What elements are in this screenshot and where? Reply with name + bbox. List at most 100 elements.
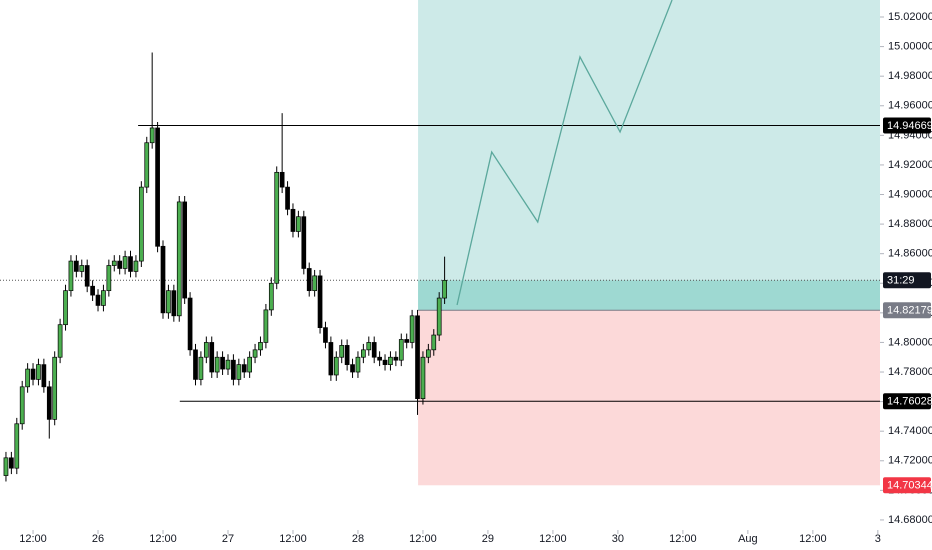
candle-body [95, 294, 101, 306]
candle-body [344, 345, 350, 365]
x-tick-label: 27 [222, 533, 234, 545]
candle-body [3, 457, 9, 476]
candle-body [46, 386, 52, 420]
candle-body [106, 265, 112, 292]
y-tick-label: 14.74000 [888, 425, 932, 437]
candle-body [317, 275, 323, 328]
candle-body [193, 349, 198, 380]
candle-body [19, 386, 25, 425]
candle-body [84, 265, 90, 287]
candle-body [176, 201, 182, 317]
candle-body [225, 359, 231, 370]
y-tick-label: 14.86000 [888, 248, 932, 260]
candle-body [409, 315, 415, 343]
candle-body [236, 364, 242, 380]
candle-body [393, 356, 399, 361]
candle-body [263, 309, 269, 343]
candle-body [388, 356, 393, 365]
candle-body [371, 342, 377, 358]
profit-zone [418, 0, 880, 311]
y-tick-label: 14.90000 [888, 188, 932, 200]
candle-body [290, 208, 296, 232]
candle-body [366, 342, 372, 351]
price-label: 14.76028 [887, 396, 932, 408]
candle-body [323, 327, 328, 343]
candle-body [231, 359, 236, 380]
y-tick-label: 14.68000 [888, 514, 932, 526]
y-tick-label: 15.02000 [888, 11, 932, 23]
x-tick-label: 12:00 [279, 533, 307, 545]
candle-body [274, 171, 280, 284]
candle-body [122, 256, 128, 269]
candle-body [350, 364, 355, 373]
x-tick-label: 30 [612, 533, 624, 545]
x-tick-label: Aug [738, 533, 758, 545]
candle-body [187, 297, 193, 351]
candle-body [166, 290, 171, 314]
candle-body [128, 256, 133, 272]
candle-body [171, 290, 177, 317]
x-tick-label: 12:00 [799, 533, 827, 545]
candle-body [68, 260, 74, 292]
candle-body [74, 260, 79, 272]
price-label: 31:29 [887, 275, 915, 287]
x-tick-label: 12:00 [149, 533, 177, 545]
candle-body [361, 349, 366, 358]
candle-body [258, 342, 263, 351]
axes: 14.6800014.7000014.7200014.7400014.76000… [19, 11, 932, 545]
candle-body [339, 345, 345, 358]
price-label: 14.82179 [887, 305, 932, 317]
candle-body [149, 127, 155, 144]
price-label-box [883, 477, 931, 494]
y-tick-label: 14.92000 [888, 159, 932, 171]
x-tick-label: 29 [482, 533, 494, 545]
candle-body [133, 260, 139, 272]
x-tick-label: 12:00 [539, 533, 567, 545]
candle-body [279, 171, 285, 188]
candle-body [117, 260, 123, 269]
candle-body [30, 368, 36, 380]
y-tick-label: 14.88000 [888, 218, 932, 230]
candle-body [14, 423, 20, 469]
candle-body [90, 285, 95, 296]
candle-body [25, 368, 30, 388]
y-tick-label: 14.72000 [888, 455, 932, 467]
candle-body [138, 186, 144, 262]
candle-body [52, 356, 58, 420]
candle-body [63, 290, 68, 326]
x-tick-label: 12:00 [19, 533, 47, 545]
candle-body [198, 356, 204, 380]
candle-body [268, 282, 274, 311]
candle-body [79, 265, 85, 272]
candle-body [420, 356, 426, 399]
x-tick-label: 28 [352, 533, 364, 545]
candle-body [155, 127, 160, 247]
price-label: 14.94669 [887, 120, 932, 132]
candle-body [101, 290, 106, 306]
candle-body [377, 356, 382, 361]
candle-body [333, 356, 339, 376]
candle-body [41, 364, 47, 388]
candle-body [144, 142, 150, 188]
candle-body [436, 297, 442, 336]
y-tick-label: 15.00000 [888, 41, 932, 53]
price-label-box [883, 302, 931, 319]
candle-body [398, 339, 404, 361]
candle-body [9, 457, 14, 469]
candle-body [404, 339, 410, 343]
x-tick-label: 12:00 [409, 533, 437, 545]
price-label-box [883, 117, 931, 134]
x-tick-label: 26 [92, 533, 104, 545]
y-tick-label: 14.78000 [888, 366, 932, 378]
candle-body [209, 342, 215, 373]
candle-body [296, 216, 301, 232]
loss-zone [418, 310, 880, 486]
candle-body [57, 324, 63, 358]
candle-body [355, 356, 361, 373]
projection-path [456, 0, 673, 306]
candle-body [442, 279, 447, 299]
candle-body [182, 201, 188, 299]
candle-body [111, 260, 117, 266]
candle-body [306, 268, 312, 292]
